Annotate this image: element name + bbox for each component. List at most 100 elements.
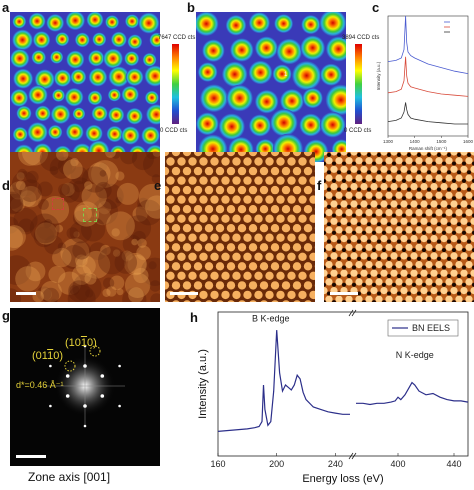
atom-column [345,295,353,302]
lattice-void [382,248,386,253]
atom-column [166,233,175,242]
atom-column [435,243,443,251]
atom-column [193,185,203,195]
atom-column [355,295,363,302]
lattice-void [452,282,456,287]
haadf-texture [49,166,59,175]
raman-domain [34,69,55,90]
lattice-void [397,274,401,279]
atom-column [330,252,338,260]
atom-column [265,233,274,242]
lattice-void [347,170,351,175]
atom-column [450,183,458,191]
atom-column [425,278,433,286]
lattice-void [372,230,376,235]
haadf-texture [133,267,149,284]
lattice-void [397,187,401,192]
raman-domain [103,48,123,69]
atom-column [340,252,348,260]
atom-column [210,233,219,242]
eels-legend-label: BN EELS [412,323,450,333]
atom-column [455,243,463,251]
atom-column [204,152,214,157]
lattice-void [432,248,436,253]
haadf-texture [150,293,160,302]
lattice-void [402,265,406,270]
atom-column [260,300,268,302]
atom-column [345,278,353,286]
lattice-void [457,256,461,261]
lattice-void [337,222,341,227]
atom-column [445,243,453,251]
atom-column [210,176,219,185]
atom-column [303,152,313,157]
lattice-void [342,265,346,270]
atom-column [243,271,252,280]
lattice-void [452,248,456,253]
lattice-void [324,196,326,201]
lattice-void [327,204,331,209]
raman-domain [65,123,84,141]
atom-column [265,290,274,300]
lattice-void [382,213,386,218]
lattice-void [432,282,436,287]
haadf-texture [67,177,93,203]
haadf-overview-image [10,152,160,302]
atom-column [221,233,230,242]
haadf-texture [131,238,138,246]
atom-column [188,157,197,166]
lattice-void [417,204,421,209]
raman-x-tick-label: 1600 [463,139,474,144]
lattice-void [467,222,471,227]
atom-column [199,157,208,166]
raman-domain [127,34,143,50]
raman-domain [16,105,32,121]
atomic-lattice-svg-e [165,152,315,302]
lattice-void [417,291,421,296]
atom-column [292,185,302,195]
atom-column [188,252,197,261]
atom-column [395,157,403,165]
haadf-texture [19,190,37,207]
haadf-texture [18,152,43,166]
lattice-void [352,196,356,201]
atom-column [390,152,398,156]
lattice-void [367,222,371,227]
atom-column [287,233,296,242]
atom-column [380,165,388,173]
atom-column [303,243,313,252]
atom-column [425,261,433,269]
atom-column [204,205,214,214]
atom-column [304,300,312,302]
atom-column [395,278,403,286]
atom-column [324,165,328,173]
lattice-void [462,213,466,218]
lattice-void [412,282,416,287]
haadf-texture [43,220,51,229]
atom-column [298,290,307,300]
atom-column [193,281,203,290]
haadf-texture [82,250,111,279]
lattice-void [462,282,466,287]
lattice-void [422,161,426,166]
atom-column [215,262,225,271]
atom-column [440,152,448,156]
atom-column [265,157,274,166]
lattice-void [362,300,366,302]
lattice-void [342,282,346,287]
atom-column [370,269,378,277]
atom-column [410,217,418,225]
atom-column [465,278,473,286]
atom-column [171,243,181,252]
haadf-texture [73,231,80,238]
atom-column [365,295,373,302]
atom-column [440,165,448,173]
haadf-texture [109,275,125,291]
lattice-void [367,204,371,209]
atom-column [470,152,474,156]
haadf-texture [136,245,151,261]
lattice-void [402,248,406,253]
lattice-void [387,204,391,209]
atom-column [188,271,197,280]
atom-column [380,252,388,260]
